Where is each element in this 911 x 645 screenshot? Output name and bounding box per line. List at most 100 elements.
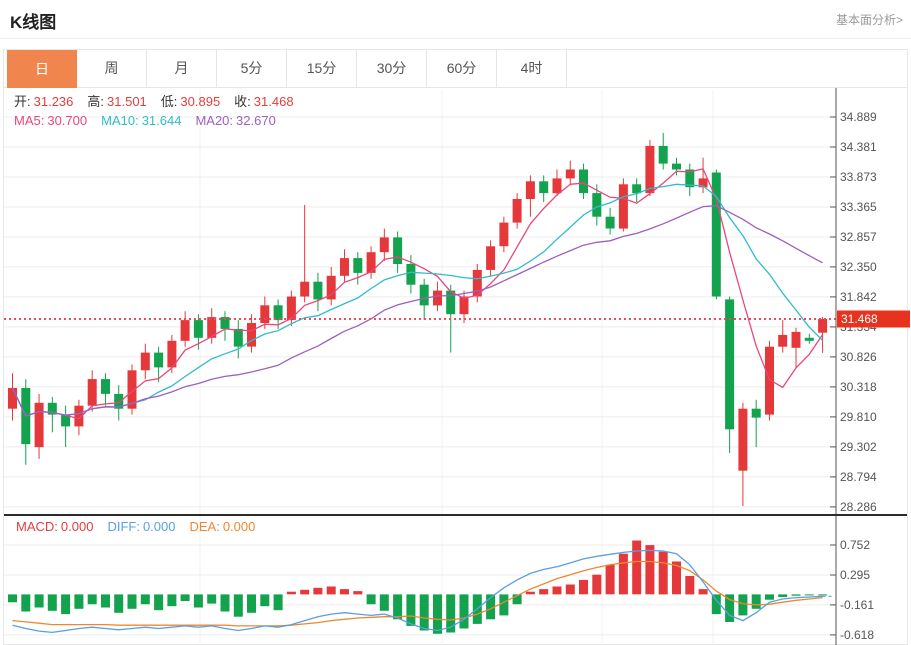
tab-30分[interactable]: 30分: [357, 50, 427, 87]
macd-bar: [459, 594, 469, 629]
macd-bar: [247, 594, 256, 613]
macd-bar: [552, 586, 562, 595]
tab-日[interactable]: 日: [7, 50, 77, 88]
legend-value: 31.501: [107, 94, 147, 109]
panel-divider: [4, 514, 907, 516]
candle: [459, 296, 469, 315]
candle: [751, 408, 761, 418]
fundamental-analysis-link[interactable]: 基本面分析>: [835, 13, 903, 27]
legend-value: 32.670: [236, 113, 276, 128]
legend-label: 低:: [160, 94, 178, 109]
candle: [791, 331, 801, 348]
macd-bar: [340, 589, 349, 595]
candle: [446, 290, 456, 315]
legend-value: 31.468: [253, 94, 294, 109]
candle: [207, 317, 217, 338]
tab-15分[interactable]: 15分: [287, 50, 357, 87]
legend-value: 30.700: [47, 113, 88, 128]
macd-bar: [180, 594, 190, 601]
tab-60分[interactable]: 60分: [427, 50, 497, 87]
macd-bar: [34, 594, 44, 608]
candle: [61, 414, 71, 427]
candle: [340, 258, 349, 276]
legend-value: 31.644: [141, 113, 182, 128]
macd-bar: [419, 594, 429, 631]
candle: [499, 222, 509, 247]
macd-bar: [127, 594, 137, 609]
candle: [101, 379, 110, 394]
legend-label: DIFF:: [107, 519, 140, 534]
macd-bar: [233, 594, 243, 617]
macd-bar: [751, 594, 761, 609]
candle: [778, 334, 788, 347]
ma-legend: MA5: 30.700 MA10: 31.644 MA20: 32.670: [14, 113, 290, 128]
macd-bar: [592, 574, 602, 595]
legend-label: DEA:: [189, 519, 220, 534]
axis-label: 0.295: [840, 568, 870, 582]
candle: [552, 178, 562, 194]
macd-bar: [167, 594, 177, 607]
macd-bar: [672, 561, 681, 595]
macd-bar: [698, 589, 708, 595]
candle: [180, 320, 190, 341]
candle: [406, 264, 416, 285]
macd-bar: [486, 594, 496, 620]
candle: [618, 184, 628, 229]
candle: [379, 237, 389, 253]
tab-5分[interactable]: 5分: [217, 50, 287, 87]
candle: [260, 305, 270, 323]
macd-bar: [260, 594, 270, 607]
candle: [353, 258, 363, 273]
ma5-line: [11, 168, 824, 420]
candle: [818, 319, 828, 333]
tab-4时[interactable]: 4时: [497, 50, 567, 87]
candle: [672, 163, 681, 170]
legend-label: 开:: [14, 94, 31, 109]
candle: [605, 216, 615, 229]
axis-label: 31.842: [840, 290, 877, 304]
candle: [486, 246, 496, 270]
macd-bar: [21, 594, 31, 612]
candle: [433, 290, 442, 306]
candle: [579, 169, 588, 194]
legend-label: MACD:: [16, 519, 58, 534]
candle: [698, 178, 708, 188]
tabbar-underline: [4, 87, 907, 88]
candle: [539, 181, 549, 194]
macd-bar: [499, 594, 509, 616]
candle: [87, 379, 97, 406]
macd-bar: [286, 591, 296, 595]
macd-bar: [579, 579, 588, 595]
axis-label: 34.889: [840, 110, 877, 124]
macd-bar: [804, 594, 814, 596]
candle: [592, 193, 602, 217]
tab-月[interactable]: 月: [147, 50, 217, 87]
candle: [313, 281, 323, 300]
macd-legend: MACD: 0.000 DIFF: 0.000 DEA: 0.000: [16, 519, 269, 534]
macd-bar: [525, 591, 535, 595]
macd-bar: [273, 594, 283, 611]
axis-label: 30.826: [840, 350, 877, 364]
axis-label: 34.381: [840, 140, 877, 154]
legend-value: 0.000: [60, 519, 94, 534]
macd-bar: [101, 594, 110, 608]
legend-value: 31.236: [33, 94, 74, 109]
macd-bar: [791, 594, 801, 596]
macd-bar: [778, 594, 788, 597]
candle: [247, 323, 256, 347]
tab-周[interactable]: 周: [77, 50, 147, 87]
macd-bar: [711, 594, 721, 615]
candle: [127, 370, 137, 409]
axis-label: 33.365: [840, 200, 877, 214]
legend-label: 高:: [87, 94, 105, 109]
macd-bar: [87, 594, 97, 605]
price-badge-text: 31.468: [841, 312, 878, 326]
dea-line: [12, 560, 823, 627]
axis-label: 29.810: [840, 410, 877, 424]
candle: [565, 169, 575, 179]
macd-bar: [725, 594, 735, 622]
candle: [114, 393, 124, 409]
legend-label: MA5:: [14, 113, 45, 128]
candle: [286, 296, 296, 321]
candle: [711, 172, 721, 297]
